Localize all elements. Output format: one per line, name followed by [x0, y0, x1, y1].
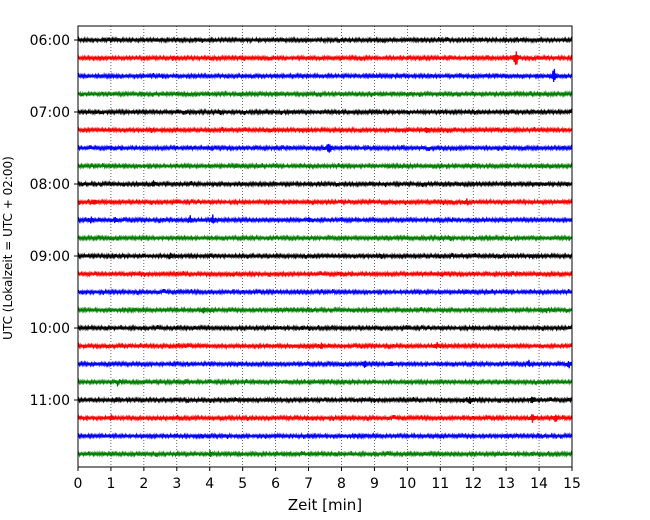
x-tick-label: 2 — [139, 476, 148, 492]
y-axis-title: UTC (Lokalzeit = UTC + 02:00) — [1, 156, 15, 340]
trace-line — [77, 36, 573, 45]
trace-line — [77, 270, 573, 278]
x-tick-label: 11 — [431, 476, 449, 492]
x-tick-label: 14 — [530, 476, 548, 492]
y-tick-label: 08:00 — [30, 177, 70, 193]
trace-line — [77, 359, 573, 369]
x-tick-label: 5 — [238, 476, 247, 492]
trace-line — [77, 68, 573, 83]
x-tick-label: 3 — [172, 476, 181, 492]
y-tick-label: 11:00 — [30, 393, 70, 409]
trace-line — [77, 126, 573, 134]
trace-line — [77, 51, 573, 65]
x-tick-label: 15 — [563, 476, 581, 492]
x-tick-label: 7 — [304, 476, 313, 492]
trace-line — [77, 108, 573, 117]
axis-ticks: 0 1 2 3 4 5 6 7 8 9 10 11 12 13 14 1506:0007:0008:0009:… — [30, 33, 581, 492]
y-tick-label: 10:00 — [30, 321, 70, 337]
trace-line — [77, 234, 573, 243]
x-tick-label: 1 — [106, 476, 115, 492]
trace-line — [77, 214, 573, 224]
trace-line — [77, 413, 573, 423]
x-tick-label: 4 — [205, 476, 214, 492]
plot-frame — [77, 25, 573, 468]
trace-group — [77, 36, 573, 458]
trace-line — [77, 449, 573, 458]
x-tick-label: 8 — [337, 476, 346, 492]
y-tick-label: 09:00 — [30, 249, 70, 265]
trace-line — [77, 324, 573, 332]
x-tick-label: 10 — [398, 476, 416, 492]
trace-line — [77, 143, 573, 153]
x-tick-label: 12 — [464, 476, 482, 492]
trace-line — [77, 252, 573, 260]
trace-line — [77, 162, 573, 171]
x-tick-label: 13 — [497, 476, 515, 492]
x-axis-title: Zeit [min] — [288, 496, 362, 514]
x-tick-label: 0 — [74, 476, 83, 492]
trace-line — [77, 305, 573, 314]
trace-line — [77, 431, 573, 440]
trace-line — [77, 377, 573, 387]
y-tick-label: 07:00 — [30, 105, 70, 121]
x-tick-label: 9 — [370, 476, 379, 492]
trace-line — [77, 197, 573, 206]
y-tick-label: 06:00 — [30, 33, 70, 49]
trace-line — [77, 89, 573, 99]
x-tick-label: 6 — [271, 476, 280, 492]
trace-line — [77, 341, 573, 351]
trace-line — [77, 179, 573, 188]
trace-line — [77, 287, 573, 296]
trace-line — [77, 396, 573, 404]
